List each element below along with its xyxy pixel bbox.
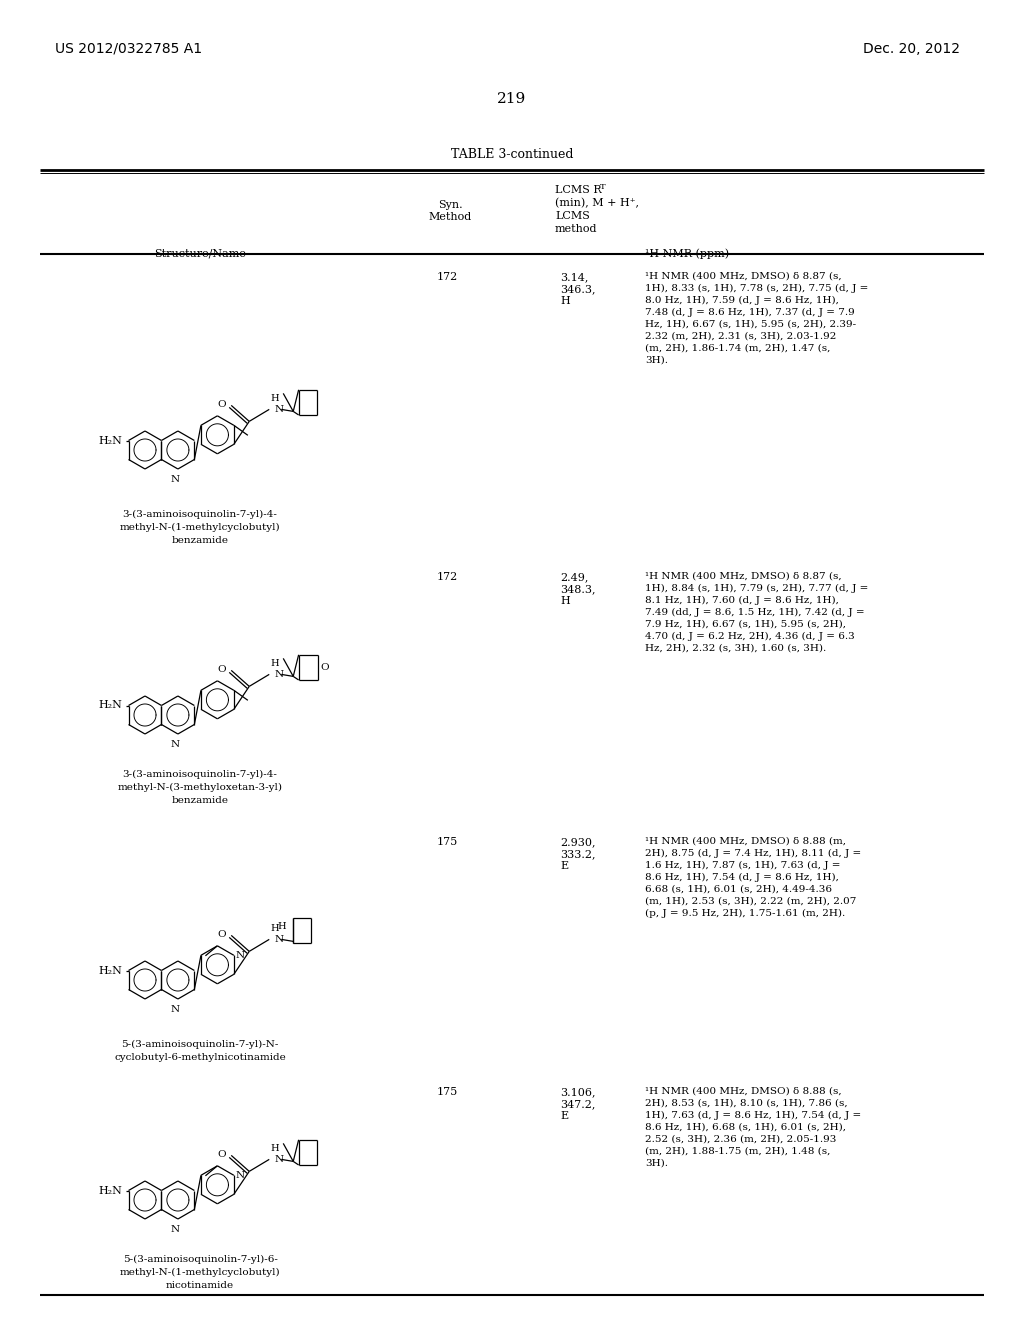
Text: 7.49 (dd, J = 8.6, 1.5 Hz, 1H), 7.42 (d, J =: 7.49 (dd, J = 8.6, 1.5 Hz, 1H), 7.42 (d,…: [645, 609, 864, 618]
Text: 6.68 (s, 1H), 6.01 (s, 2H), 4.49-4.36: 6.68 (s, 1H), 6.01 (s, 2H), 4.49-4.36: [645, 884, 831, 894]
Text: methyl-N-(1-methylcyclobutyl): methyl-N-(1-methylcyclobutyl): [120, 1269, 281, 1278]
Text: ¹H NMR (ppm): ¹H NMR (ppm): [645, 248, 729, 259]
Text: 2.52 (s, 3H), 2.36 (m, 2H), 2.05-1.93: 2.52 (s, 3H), 2.36 (m, 2H), 2.05-1.93: [645, 1135, 837, 1144]
Text: 2H), 8.53 (s, 1H), 8.10 (s, 1H), 7.86 (s,: 2H), 8.53 (s, 1H), 8.10 (s, 1H), 7.86 (s…: [645, 1100, 848, 1107]
Text: 7.9 Hz, 1H), 6.67 (s, 1H), 5.95 (s, 2H),: 7.9 Hz, 1H), 6.67 (s, 1H), 5.95 (s, 2H),: [645, 620, 846, 630]
Text: 172: 172: [436, 272, 458, 282]
Text: T: T: [600, 183, 605, 191]
Text: (min), M + H⁺,: (min), M + H⁺,: [555, 198, 639, 209]
Text: LCMS R: LCMS R: [555, 185, 602, 195]
Text: 172: 172: [436, 572, 458, 582]
Text: 2.49,: 2.49,: [560, 572, 589, 582]
Text: H: H: [270, 1144, 279, 1154]
Text: N: N: [274, 669, 284, 678]
Text: 1H), 8.33 (s, 1H), 7.78 (s, 2H), 7.75 (d, J =: 1H), 8.33 (s, 1H), 7.78 (s, 2H), 7.75 (d…: [645, 284, 868, 293]
Text: H: H: [560, 296, 569, 306]
Text: methyl-N-(1-methylcyclobutyl): methyl-N-(1-methylcyclobutyl): [120, 523, 281, 532]
Text: 3-(3-aminoisoquinolin-7-yl)-4-: 3-(3-aminoisoquinolin-7-yl)-4-: [123, 770, 278, 779]
Text: O: O: [218, 665, 226, 675]
Text: 1.6 Hz, 1H), 7.87 (s, 1H), 7.63 (d, J =: 1.6 Hz, 1H), 7.87 (s, 1H), 7.63 (d, J =: [645, 861, 841, 870]
Text: E: E: [560, 1111, 568, 1121]
Text: N: N: [236, 1171, 245, 1180]
Text: methyl-N-(3-methyloxetan-3-yl): methyl-N-(3-methyloxetan-3-yl): [118, 783, 283, 792]
Text: H: H: [276, 923, 286, 932]
Text: 2H), 8.75 (d, J = 7.4 Hz, 1H), 8.11 (d, J =: 2H), 8.75 (d, J = 7.4 Hz, 1H), 8.11 (d, …: [645, 849, 861, 858]
Text: 346.3,: 346.3,: [560, 284, 596, 294]
Text: 175: 175: [436, 1086, 458, 1097]
Text: (p, J = 9.5 Hz, 2H), 1.75-1.61 (m, 2H).: (p, J = 9.5 Hz, 2H), 1.75-1.61 (m, 2H).: [645, 909, 845, 919]
Text: N: N: [170, 475, 179, 483]
Text: H: H: [270, 924, 279, 933]
Text: Dec. 20, 2012: Dec. 20, 2012: [863, 42, 961, 55]
Text: Method: Method: [428, 213, 472, 222]
Text: 1H), 8.84 (s, 1H), 7.79 (s, 2H), 7.77 (d, J =: 1H), 8.84 (s, 1H), 7.79 (s, 2H), 7.77 (d…: [645, 583, 868, 593]
Text: O: O: [321, 663, 329, 672]
Text: 333.2,: 333.2,: [560, 849, 596, 859]
Text: ¹H NMR (400 MHz, DMSO) δ 8.88 (s,: ¹H NMR (400 MHz, DMSO) δ 8.88 (s,: [645, 1086, 842, 1096]
Text: TABLE 3-continued: TABLE 3-continued: [451, 148, 573, 161]
Text: ¹H NMR (400 MHz, DMSO) δ 8.87 (s,: ¹H NMR (400 MHz, DMSO) δ 8.87 (s,: [645, 272, 842, 281]
Text: ¹H NMR (400 MHz, DMSO) δ 8.88 (m,: ¹H NMR (400 MHz, DMSO) δ 8.88 (m,: [645, 837, 846, 846]
Text: LCMS: LCMS: [555, 211, 590, 220]
Text: 175: 175: [436, 837, 458, 847]
Text: H₂N: H₂N: [98, 965, 123, 975]
Text: Hz, 1H), 6.67 (s, 1H), 5.95 (s, 2H), 2.39-: Hz, 1H), 6.67 (s, 1H), 5.95 (s, 2H), 2.3…: [645, 319, 856, 329]
Text: 3H).: 3H).: [645, 1159, 668, 1168]
Text: H₂N: H₂N: [98, 436, 123, 446]
Text: N: N: [170, 1005, 179, 1014]
Text: benzamide: benzamide: [171, 536, 228, 545]
Text: H: H: [270, 395, 279, 404]
Text: 2.930,: 2.930,: [560, 837, 596, 847]
Text: 5-(3-aminoisoquinolin-7-yl)-6-: 5-(3-aminoisoquinolin-7-yl)-6-: [123, 1255, 278, 1265]
Text: H₂N: H₂N: [98, 701, 123, 710]
Text: N: N: [236, 950, 245, 960]
Text: US 2012/0322785 A1: US 2012/0322785 A1: [55, 42, 202, 55]
Text: 8.6 Hz, 1H), 6.68 (s, 1H), 6.01 (s, 2H),: 8.6 Hz, 1H), 6.68 (s, 1H), 6.01 (s, 2H),: [645, 1123, 846, 1133]
Text: N: N: [274, 405, 284, 414]
Text: 3H).: 3H).: [645, 356, 668, 366]
Text: O: O: [218, 400, 226, 409]
Text: nicotinamide: nicotinamide: [166, 1280, 234, 1290]
Text: 8.1 Hz, 1H), 7.60 (d, J = 8.6 Hz, 1H),: 8.1 Hz, 1H), 7.60 (d, J = 8.6 Hz, 1H),: [645, 597, 839, 605]
Text: H: H: [560, 597, 569, 606]
Text: 1H), 7.63 (d, J = 8.6 Hz, 1H), 7.54 (d, J =: 1H), 7.63 (d, J = 8.6 Hz, 1H), 7.54 (d, …: [645, 1111, 861, 1121]
Text: 219: 219: [498, 92, 526, 106]
Text: 348.3,: 348.3,: [560, 583, 596, 594]
Text: (m, 2H), 1.86-1.74 (m, 2H), 1.47 (s,: (m, 2H), 1.86-1.74 (m, 2H), 1.47 (s,: [645, 345, 830, 352]
Text: E: E: [560, 861, 568, 871]
Text: 8.0 Hz, 1H), 7.59 (d, J = 8.6 Hz, 1H),: 8.0 Hz, 1H), 7.59 (d, J = 8.6 Hz, 1H),: [645, 296, 839, 305]
Text: N: N: [274, 1155, 284, 1164]
Text: N: N: [170, 1225, 179, 1234]
Text: 2.32 (m, 2H), 2.31 (s, 3H), 2.03-1.92: 2.32 (m, 2H), 2.31 (s, 3H), 2.03-1.92: [645, 333, 837, 341]
Text: Hz, 2H), 2.32 (s, 3H), 1.60 (s, 3H).: Hz, 2H), 2.32 (s, 3H), 1.60 (s, 3H).: [645, 644, 826, 653]
Text: H: H: [270, 660, 279, 668]
Text: 8.6 Hz, 1H), 7.54 (d, J = 8.6 Hz, 1H),: 8.6 Hz, 1H), 7.54 (d, J = 8.6 Hz, 1H),: [645, 873, 839, 882]
Text: N: N: [274, 935, 284, 944]
Text: 4.70 (d, J = 6.2 Hz, 2H), 4.36 (d, J = 6.3: 4.70 (d, J = 6.2 Hz, 2H), 4.36 (d, J = 6…: [645, 632, 855, 642]
Text: N: N: [170, 739, 179, 748]
Text: 5-(3-aminoisoquinolin-7-yl)-N-: 5-(3-aminoisoquinolin-7-yl)-N-: [121, 1040, 279, 1049]
Text: (m, 2H), 1.88-1.75 (m, 2H), 1.48 (s,: (m, 2H), 1.88-1.75 (m, 2H), 1.48 (s,: [645, 1147, 830, 1156]
Text: 3-(3-aminoisoquinolin-7-yl)-4-: 3-(3-aminoisoquinolin-7-yl)-4-: [123, 510, 278, 519]
Text: (m, 1H), 2.53 (s, 3H), 2.22 (m, 2H), 2.07: (m, 1H), 2.53 (s, 3H), 2.22 (m, 2H), 2.0…: [645, 898, 856, 906]
Text: 347.2,: 347.2,: [560, 1100, 595, 1109]
Text: O: O: [218, 1150, 226, 1159]
Text: Syn.: Syn.: [437, 201, 462, 210]
Text: H₂N: H₂N: [98, 1185, 123, 1196]
Text: method: method: [555, 224, 597, 234]
Text: O: O: [218, 929, 226, 939]
Text: 3.14,: 3.14,: [560, 272, 589, 282]
Text: 7.48 (d, J = 8.6 Hz, 1H), 7.37 (d, J = 7.9: 7.48 (d, J = 8.6 Hz, 1H), 7.37 (d, J = 7…: [645, 308, 855, 317]
Text: cyclobutyl-6-methylnicotinamide: cyclobutyl-6-methylnicotinamide: [114, 1053, 286, 1063]
Text: 3.106,: 3.106,: [560, 1086, 596, 1097]
Text: Structure/Name: Structure/Name: [154, 248, 246, 257]
Text: benzamide: benzamide: [171, 796, 228, 805]
Text: ¹H NMR (400 MHz, DMSO) δ 8.87 (s,: ¹H NMR (400 MHz, DMSO) δ 8.87 (s,: [645, 572, 842, 581]
